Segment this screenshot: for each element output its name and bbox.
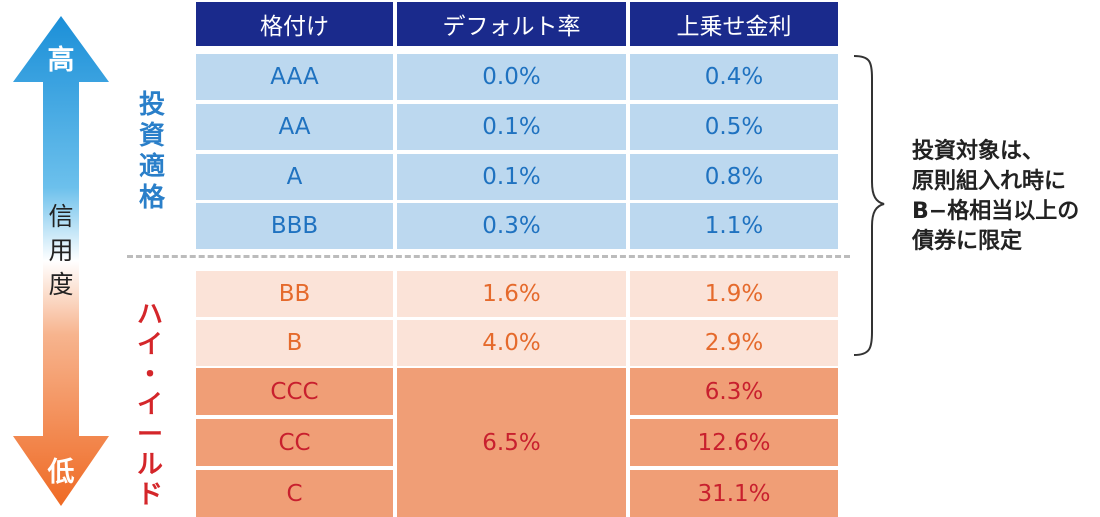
high-yield-char: ハ <box>136 300 163 330</box>
default-rate-cell: 0.3% <box>397 203 626 249</box>
high-yield-char: イ <box>136 330 163 360</box>
spread-cell: 31.1% <box>630 470 838 517</box>
credit-quality-arrow <box>13 16 109 506</box>
spread-cell: 2.9% <box>630 320 838 366</box>
header-spread: 上乗せ金利 <box>630 2 838 46</box>
high-yield-char: ル <box>136 450 163 480</box>
rating-cell: AAA <box>196 54 393 100</box>
default-rate-cell: 4.0% <box>397 320 626 366</box>
investment-grade-label: 投 資 適 格 <box>136 90 168 214</box>
default-rate-cell: 1.6% <box>397 271 626 317</box>
rating-cell: BBB <box>196 203 393 249</box>
high-yield-char: イ <box>136 390 163 420</box>
default-rate-cell: 0.0% <box>397 54 626 100</box>
investment-grade-char: 資 <box>138 121 165 151</box>
low-credit-label: 低 <box>47 457 75 488</box>
rating-cell: C <box>196 470 393 517</box>
high-credit-label: 高 <box>47 45 75 76</box>
credit-quality-char: 用 <box>48 236 74 265</box>
rating-cell: B <box>196 320 393 366</box>
spread-cell: 0.5% <box>630 104 838 150</box>
spread-cell: 0.4% <box>630 54 838 100</box>
distressed-default-rate-cell: 6.5% <box>397 368 626 517</box>
rating-cell: CC <box>196 419 393 466</box>
credit-quality-label: 信 用 度 <box>45 200 77 302</box>
rating-cell: BB <box>196 271 393 317</box>
note-line: 債券に限定 <box>912 229 1023 254</box>
investment-grade-char: 投 <box>138 90 165 120</box>
rating-cell: A <box>196 154 393 200</box>
note-line: 原則組入れ時に <box>912 169 1067 194</box>
spread-cell: 0.8% <box>630 154 838 200</box>
header-default-rate: デフォルト率 <box>397 2 626 46</box>
rating-cell: CCC <box>196 368 393 415</box>
investment-note: 投資対象は、 原則組入れ時に B−格相当以上の 債券に限定 <box>912 137 1092 257</box>
header-rating: 格付け <box>196 2 393 46</box>
investment-grade-char: 格 <box>138 183 165 213</box>
spread-cell: 1.9% <box>630 271 838 317</box>
credit-quality-char: 度 <box>48 270 74 299</box>
credit-quality-char: 信 <box>48 202 74 231</box>
note-line: 投資対象は、 <box>912 139 1045 164</box>
spread-cell: 6.3% <box>630 368 838 415</box>
high-yield-char: ド <box>136 480 163 510</box>
curly-bracket-icon <box>853 55 885 356</box>
spread-cell: 12.6% <box>630 419 838 466</box>
rating-cell: AA <box>196 104 393 150</box>
default-rate-cell: 0.1% <box>397 104 626 150</box>
grade-divider <box>127 255 850 258</box>
high-yield-label: ハ イ ・ イ ー ル ド <box>134 300 166 510</box>
high-yield-char: ・ <box>136 360 163 390</box>
note-line: B−格相当以上の <box>912 199 1080 224</box>
default-rate-cell: 0.1% <box>397 154 626 200</box>
investment-grade-char: 適 <box>138 152 165 182</box>
high-yield-char: ー <box>136 420 163 450</box>
spread-cell: 1.1% <box>630 203 838 249</box>
